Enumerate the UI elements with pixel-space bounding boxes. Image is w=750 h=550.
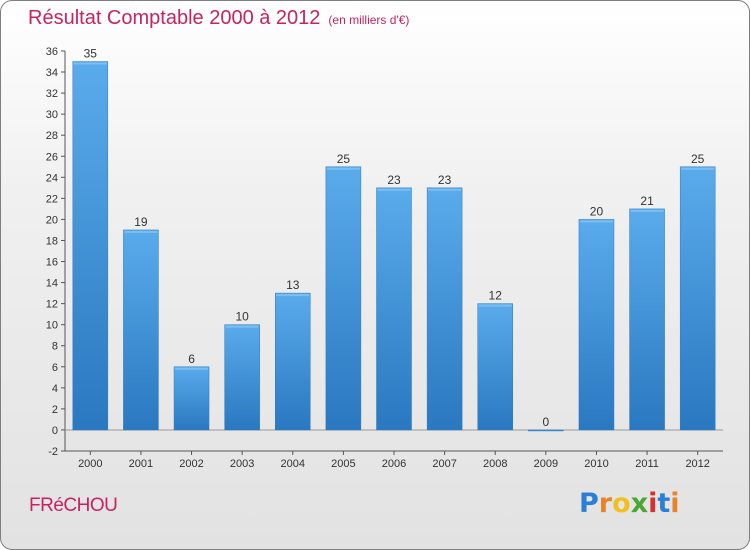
x-tick-label: 2011 [635,458,659,470]
bar-highlight [579,220,613,223]
bar-highlight [276,294,310,297]
x-tick-label: 2005 [331,458,355,470]
logo-letter: i [648,488,658,519]
x-tick-label: 2001 [129,458,153,470]
y-tick-label: 10 [46,320,58,332]
bar [224,324,260,431]
x-tick-label: 2010 [584,458,608,470]
data-label: 20 [590,204,604,218]
bar [275,292,311,431]
y-tick-label: 14 [46,278,58,290]
bar-highlight [175,367,209,370]
x-tick-label: 2012 [685,458,709,470]
y-tick-label: 20 [46,214,58,226]
bar [679,166,716,431]
logo-letter: x [630,488,649,519]
data-label: 23 [438,173,452,187]
y-tick-label: 2 [52,404,58,416]
bar-highlight [630,209,664,212]
x-tick-label: 2009 [534,458,558,470]
y-tick-label: 30 [46,109,58,121]
bar-highlight [73,62,107,65]
y-tick-label: 28 [46,130,58,142]
y-tick-label: 6 [52,362,58,374]
y-tick-label: 22 [46,193,58,205]
x-tick-label: 2002 [179,458,203,470]
x-tick-label: 2007 [432,458,456,470]
bar [72,61,109,431]
bar-highlight [124,230,158,233]
bar [325,166,362,431]
bar-highlight [428,188,462,191]
y-tick-label: 4 [52,383,58,395]
y-tick-label: 36 [46,46,58,58]
proxiti-logo: Proxiti [579,488,680,519]
bar-highlight [377,188,411,191]
y-tick-label: 32 [46,88,58,100]
chart-title-text: Résultat Comptable 2000 à 2012 [28,7,321,29]
bar-highlight [681,167,715,170]
y-tick-label: 8 [52,341,58,353]
x-tick-label: 2006 [382,458,406,470]
logo-letter: P [579,488,599,519]
data-label: 21 [640,194,654,208]
logo-letter: r [598,488,613,519]
commune-name: FRéCHOU [29,495,118,516]
chart-title: Résultat Comptable 2000 à 2012 (en millie… [28,7,409,30]
y-tick-label: 0 [52,425,58,437]
x-tick-label: 2008 [483,458,507,470]
y-tick-label: 34 [46,67,58,79]
y-tick-label: 12 [46,299,58,311]
data-label: 23 [387,173,401,187]
data-label: 6 [188,352,195,366]
data-label: 12 [489,289,503,303]
y-tick-label: 16 [46,257,58,269]
logo-letter: i [670,488,680,519]
bar [376,187,412,431]
bar [123,229,159,431]
data-label: 13 [286,278,300,292]
data-label: 0 [543,415,550,429]
data-label: 25 [691,152,705,166]
bar [173,366,210,431]
bar [578,219,615,431]
bar [477,303,513,431]
chart-bars [72,61,716,432]
x-tick-label: 2004 [281,458,305,470]
bar [629,208,665,431]
data-label: 25 [337,152,351,166]
y-tick-label: -2 [48,446,58,458]
y-tick-label: 24 [46,172,58,184]
bar-highlight [326,167,360,170]
y-tick-label: 26 [46,151,58,163]
chart-labels: 2000 35 2001 19 2002 6 2003 10 2004 13 2005 25 2006 2… [78,47,710,470]
data-label: 10 [235,310,249,324]
data-label: 19 [134,215,148,229]
logo-letter: o [612,488,631,519]
y-tick-label: 18 [46,235,58,247]
x-tick-label: 2000 [78,458,102,470]
bar-highlight [478,304,512,307]
data-label: 35 [84,47,98,61]
x-tick-label: 2003 [230,458,254,470]
bar [426,187,463,431]
logo-letter: t [657,488,671,519]
bar [528,429,564,432]
bar-highlight [225,325,259,328]
chart-subtitle: (en milliers d'€) [328,13,410,27]
